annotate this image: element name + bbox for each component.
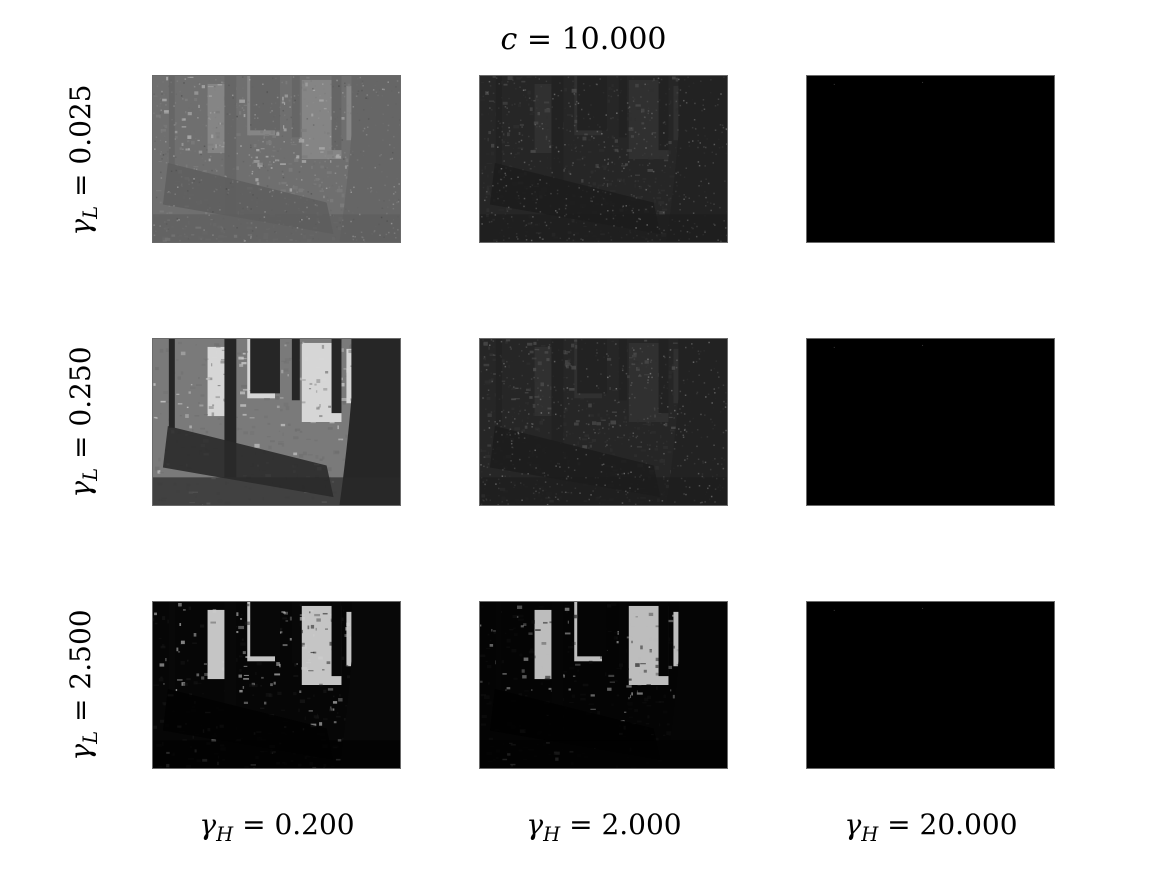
- col-label-2: γH = 20.000: [844, 808, 1018, 846]
- col-label-0: γH = 0.200: [199, 808, 355, 846]
- forest-image-r1-c1: [479, 338, 728, 506]
- forest-image-r2-c2: [806, 601, 1055, 769]
- forest-image-r0-c1: [479, 75, 728, 243]
- title-value: 10.000: [561, 22, 667, 57]
- title-eq: =: [517, 22, 562, 57]
- title-var: c: [500, 22, 518, 57]
- forest-image-r2-c1: [479, 601, 728, 769]
- figure-title: c = 10.000: [0, 20, 1167, 60]
- forest-image-r0-c2: [806, 75, 1055, 243]
- forest-image-r0-c0: [152, 75, 401, 243]
- forest-image-r1-c2: [806, 338, 1055, 506]
- forest-image-r2-c0: [152, 601, 401, 769]
- forest-image-r1-c0: [152, 338, 401, 506]
- col-label-1: γH = 2.000: [526, 808, 682, 846]
